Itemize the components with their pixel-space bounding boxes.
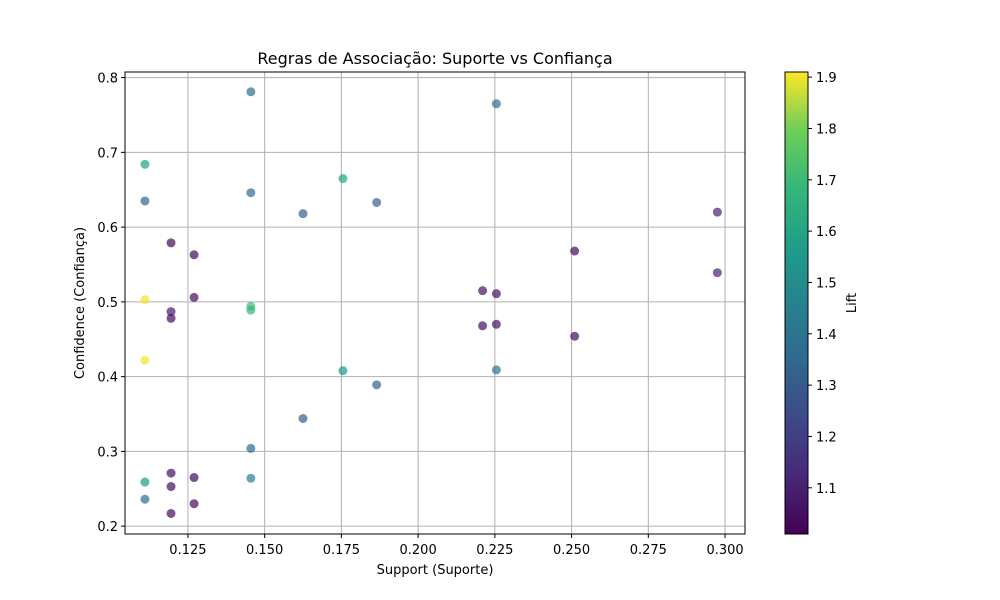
data-point bbox=[166, 508, 176, 518]
data-point bbox=[140, 494, 150, 504]
colorbar-tick-label: 1.8 bbox=[816, 122, 837, 137]
data-point bbox=[246, 443, 256, 453]
grid bbox=[125, 72, 745, 534]
y-axis-label: Confidence (Confiança) bbox=[73, 227, 88, 379]
data-point bbox=[140, 477, 150, 487]
data-point bbox=[166, 468, 176, 478]
data-point bbox=[140, 159, 150, 169]
data-point bbox=[189, 499, 199, 509]
data-point bbox=[712, 268, 722, 278]
y-tick-label: 0.5 bbox=[97, 296, 118, 311]
data-point bbox=[246, 473, 256, 483]
data-point bbox=[570, 246, 580, 256]
data-point bbox=[491, 365, 501, 375]
x-tick-label: 0.175 bbox=[323, 543, 360, 558]
y-tick-label: 0.8 bbox=[97, 72, 118, 87]
x-tick-label: 0.150 bbox=[246, 543, 283, 558]
data-point bbox=[166, 238, 176, 248]
chart-title: Regras de Associação: Suporte vs Confian… bbox=[257, 49, 612, 68]
data-point bbox=[478, 321, 488, 331]
y-axis-ticks: 0.2 0.3 0.4 0.5 0.6 0.7 0.8 bbox=[97, 72, 125, 535]
data-point bbox=[189, 292, 199, 302]
data-point bbox=[246, 305, 256, 315]
plot-frame bbox=[124, 71, 746, 535]
y-tick-label: 0.6 bbox=[97, 221, 118, 236]
x-tick-label: 0.125 bbox=[169, 543, 206, 558]
x-tick-label: 0.250 bbox=[553, 543, 590, 558]
colorbar-tick-label: 1.3 bbox=[816, 379, 837, 394]
data-point bbox=[189, 473, 199, 483]
x-tick-label: 0.300 bbox=[706, 543, 743, 558]
data-point bbox=[166, 482, 176, 492]
colorbar-tick-label: 1.6 bbox=[816, 225, 837, 240]
x-tick-label: 0.200 bbox=[400, 543, 437, 558]
colorbar-ticks: 1.1 1.2 1.3 1.4 1.5 1.6 1.7 1.8 1.9 bbox=[808, 71, 837, 497]
x-tick-label: 0.275 bbox=[630, 543, 667, 558]
colorbar-tick-label: 1.4 bbox=[816, 328, 837, 343]
data-point bbox=[298, 414, 308, 423]
data-point bbox=[298, 209, 308, 219]
data-point bbox=[491, 319, 501, 329]
data-point bbox=[246, 188, 256, 198]
data-point bbox=[140, 355, 150, 365]
data-points bbox=[140, 87, 722, 518]
x-tick-label: 0.225 bbox=[476, 543, 513, 558]
colorbar-tick-label: 1.7 bbox=[816, 174, 837, 189]
data-point bbox=[140, 295, 150, 305]
colorbar-tick-label: 1.2 bbox=[816, 430, 837, 445]
data-point bbox=[166, 307, 176, 317]
data-point bbox=[712, 207, 722, 217]
colorbar-label: Lift bbox=[845, 293, 860, 313]
y-tick-label: 0.4 bbox=[97, 371, 118, 386]
data-point bbox=[338, 366, 348, 376]
colorbar-tick-label: 1.5 bbox=[816, 276, 837, 291]
colorbar bbox=[784, 71, 809, 535]
data-point bbox=[246, 87, 256, 97]
data-point bbox=[491, 99, 501, 109]
data-point bbox=[338, 174, 348, 184]
colorbar-tick-label: 1.1 bbox=[816, 482, 837, 497]
data-point bbox=[166, 313, 176, 323]
data-point bbox=[372, 197, 382, 207]
x-axis-ticks: 0.125 0.150 0.175 0.200 0.225 0.250 0.275 0.300 bbox=[169, 534, 744, 558]
data-point bbox=[491, 289, 501, 299]
y-tick-label: 0.2 bbox=[97, 520, 118, 535]
colorbar-tick-label: 1.9 bbox=[816, 71, 837, 86]
data-point bbox=[189, 250, 199, 260]
data-point bbox=[570, 331, 580, 341]
data-point bbox=[372, 380, 382, 390]
data-point bbox=[478, 286, 488, 296]
y-tick-label: 0.7 bbox=[97, 146, 118, 161]
y-tick-label: 0.3 bbox=[97, 445, 118, 460]
data-point bbox=[140, 196, 150, 206]
x-axis-label: Support (Suporte) bbox=[377, 563, 494, 578]
